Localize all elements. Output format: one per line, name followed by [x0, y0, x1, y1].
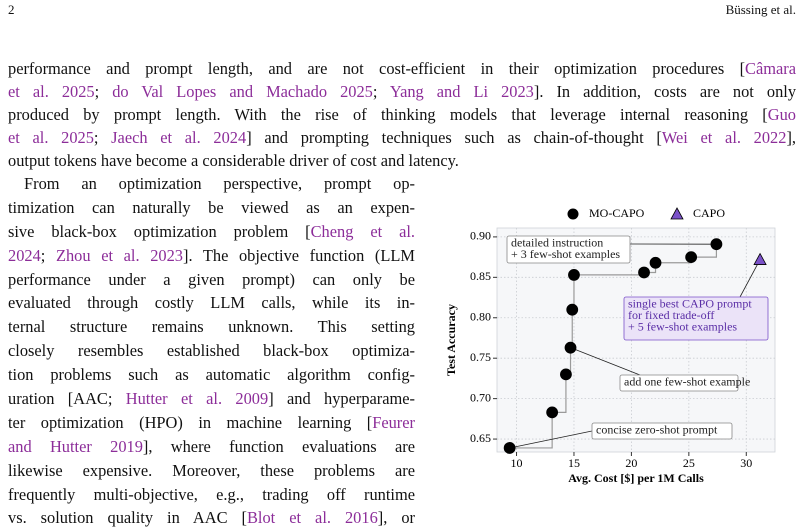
- legend-marker: [671, 208, 683, 219]
- point: [567, 304, 578, 315]
- point: [650, 257, 661, 268]
- point: [639, 267, 650, 278]
- y-tick-label: 0.75: [470, 350, 491, 364]
- point: [560, 369, 571, 380]
- x-tick-label: 30: [740, 456, 752, 470]
- y-tick-label: 0.70: [470, 390, 491, 404]
- point: [547, 407, 558, 418]
- y-tick-label: 0.85: [470, 269, 491, 283]
- point: [711, 239, 722, 250]
- point: [565, 342, 576, 353]
- legend-label: CAPO: [693, 206, 725, 220]
- point: [568, 269, 579, 280]
- annotation-text: + 3 few-shot examples: [511, 247, 620, 261]
- x-tick-label: 25: [683, 456, 695, 470]
- x-tick-label: 15: [568, 456, 580, 470]
- x-tick-label: 20: [625, 456, 637, 470]
- annotation-text: concise zero-shot prompt: [596, 422, 718, 436]
- legend-marker: [568, 209, 579, 220]
- y-tick-label: 0.65: [470, 431, 491, 445]
- x-tick-label: 10: [511, 456, 523, 470]
- annotation-text: add one few-shot example: [624, 374, 750, 388]
- y-axis-label: Test Accuracy: [444, 304, 458, 376]
- point: [504, 442, 515, 453]
- y-tick-label: 0.90: [470, 229, 491, 243]
- y-tick-label: 0.80: [470, 310, 491, 324]
- annotation-text: + 5 few-shot examples: [628, 319, 737, 333]
- x-axis-label: Avg. Cost [$] per 1M Calls: [568, 471, 704, 485]
- legend-label: MO-CAPO: [589, 206, 645, 220]
- point: [686, 252, 697, 263]
